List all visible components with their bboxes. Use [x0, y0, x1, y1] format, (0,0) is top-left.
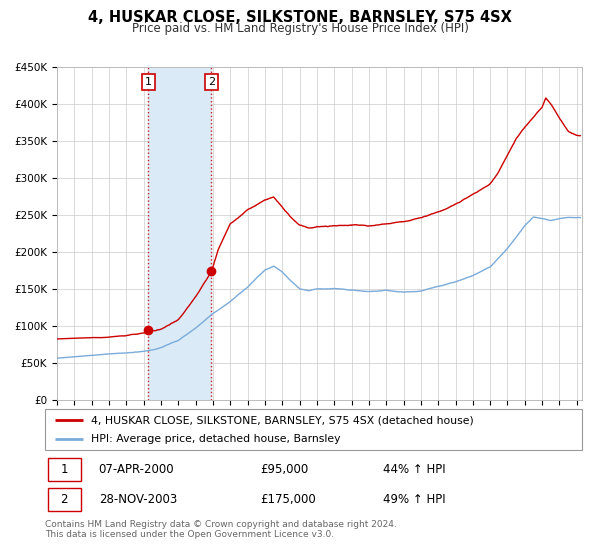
- Bar: [47, 488, 81, 511]
- Text: 49% ↑ HPI: 49% ↑ HPI: [383, 493, 446, 506]
- Text: 2: 2: [61, 493, 68, 506]
- Text: 1: 1: [145, 77, 152, 87]
- Text: £95,000: £95,000: [260, 463, 308, 476]
- Text: Price paid vs. HM Land Registry's House Price Index (HPI): Price paid vs. HM Land Registry's House …: [131, 22, 469, 35]
- Text: 44% ↑ HPI: 44% ↑ HPI: [383, 463, 446, 476]
- Text: 2: 2: [208, 77, 215, 87]
- Bar: [47, 458, 81, 481]
- Text: 4, HUSKAR CLOSE, SILKSTONE, BARNSLEY, S75 4SX (detached house): 4, HUSKAR CLOSE, SILKSTONE, BARNSLEY, S7…: [91, 416, 473, 426]
- Text: 4, HUSKAR CLOSE, SILKSTONE, BARNSLEY, S75 4SX: 4, HUSKAR CLOSE, SILKSTONE, BARNSLEY, S7…: [88, 10, 512, 25]
- Text: 07-APR-2000: 07-APR-2000: [98, 463, 175, 476]
- Text: HPI: Average price, detached house, Barnsley: HPI: Average price, detached house, Barn…: [91, 434, 340, 444]
- Text: Contains HM Land Registry data © Crown copyright and database right 2024.
This d: Contains HM Land Registry data © Crown c…: [45, 520, 397, 539]
- Text: £175,000: £175,000: [260, 493, 316, 506]
- Text: 28-NOV-2003: 28-NOV-2003: [98, 493, 177, 506]
- Text: 1: 1: [61, 463, 68, 476]
- Bar: [148, 67, 211, 400]
